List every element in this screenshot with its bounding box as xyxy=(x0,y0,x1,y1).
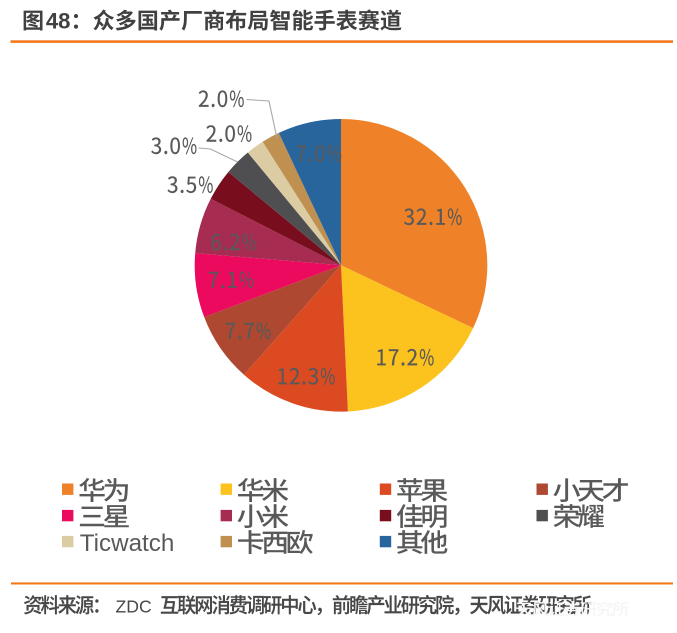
svg-text:Ticwatch: Ticwatch xyxy=(80,530,175,557)
svg-text:48: 48 xyxy=(46,9,71,34)
svg-text:ZDC: ZDC xyxy=(116,597,152,617)
